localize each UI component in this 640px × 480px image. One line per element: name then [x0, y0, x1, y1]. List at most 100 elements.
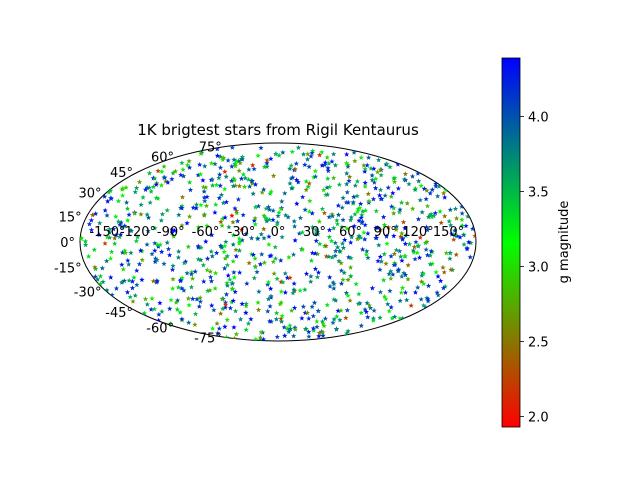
star-point — [268, 252, 274, 258]
star-point — [404, 297, 410, 303]
star-point — [99, 265, 105, 271]
star-point — [181, 260, 187, 266]
star-point — [179, 222, 185, 228]
star-point — [198, 257, 204, 263]
star-point — [257, 334, 263, 340]
star-point — [231, 324, 237, 330]
star-point — [132, 189, 138, 195]
star-point — [302, 310, 308, 316]
star-point — [246, 260, 252, 266]
star-point — [222, 324, 228, 330]
star-point — [168, 297, 174, 303]
star-point — [365, 230, 371, 236]
star-point — [314, 229, 321, 235]
star-point — [313, 226, 319, 232]
star-point — [288, 175, 294, 181]
star-point — [401, 270, 407, 276]
star-point — [124, 289, 131, 295]
star-point — [287, 166, 293, 171]
star-point — [300, 151, 307, 157]
star-point — [357, 205, 363, 211]
star-point — [294, 201, 300, 206]
star-point — [325, 165, 331, 171]
star-point — [410, 206, 416, 212]
star-point — [435, 193, 441, 199]
star-point — [198, 151, 204, 156]
star-point — [284, 275, 291, 281]
star-point — [139, 248, 145, 254]
star-point — [285, 214, 291, 220]
star-point — [345, 328, 351, 334]
star-point — [104, 212, 110, 218]
star-point — [312, 250, 318, 256]
star-point — [373, 176, 379, 181]
star-point — [393, 226, 399, 232]
star-point — [418, 296, 424, 302]
star-point — [452, 206, 459, 212]
star-point — [344, 225, 350, 231]
star-point — [398, 253, 404, 259]
colorbar — [501, 57, 521, 428]
star-point — [324, 184, 330, 190]
star-point — [193, 205, 199, 211]
star-point — [377, 187, 384, 193]
star-point — [122, 250, 129, 256]
star-point — [255, 307, 262, 313]
star-point — [323, 253, 330, 259]
star-point — [405, 262, 411, 268]
star-point — [347, 264, 354, 270]
star-point — [396, 209, 402, 215]
star-point — [306, 315, 312, 321]
star-point — [390, 271, 396, 277]
star-point — [165, 179, 171, 185]
star-point — [225, 272, 231, 278]
star-point — [338, 267, 345, 273]
chart-title: 1K brigtest stars from Rigil Kentaurus — [137, 121, 419, 139]
star-point — [459, 203, 465, 209]
star-point — [276, 209, 282, 215]
star-point — [321, 187, 327, 193]
star-point — [243, 327, 249, 333]
star-point — [230, 258, 236, 264]
star-point — [391, 179, 398, 185]
longitude-tick-label: 60° — [339, 225, 362, 240]
star-point — [306, 333, 312, 339]
star-point — [243, 310, 249, 316]
star-point — [167, 321, 173, 327]
star-point — [360, 208, 366, 214]
star-point — [295, 179, 301, 185]
star-point — [384, 161, 390, 167]
star-point — [258, 231, 264, 237]
star-point — [102, 240, 108, 246]
star-point — [144, 301, 150, 307]
star-point — [343, 199, 349, 205]
star-point — [238, 176, 245, 181]
colorbar-tick-label: 2.5 — [528, 336, 549, 351]
star-point — [152, 259, 158, 265]
star-point — [173, 299, 179, 305]
star-point — [322, 159, 328, 165]
star-point — [459, 223, 465, 229]
star-point — [391, 260, 398, 266]
star-point — [184, 162, 191, 168]
star-point — [92, 273, 98, 279]
star-point — [399, 285, 406, 291]
star-point — [350, 199, 356, 205]
star-point — [240, 212, 246, 218]
star-point — [291, 280, 297, 286]
star-point — [141, 310, 147, 316]
star-point — [136, 179, 143, 185]
star-point — [302, 286, 308, 292]
star-point — [320, 320, 326, 326]
star-point — [233, 331, 240, 337]
star-point — [453, 232, 459, 238]
star-point — [152, 225, 158, 231]
star-point — [164, 239, 170, 245]
star-point — [334, 244, 341, 250]
star-point — [424, 187, 430, 193]
star-point — [312, 173, 319, 179]
star-point — [276, 152, 282, 158]
star-point — [323, 243, 329, 249]
star-point — [308, 279, 314, 284]
